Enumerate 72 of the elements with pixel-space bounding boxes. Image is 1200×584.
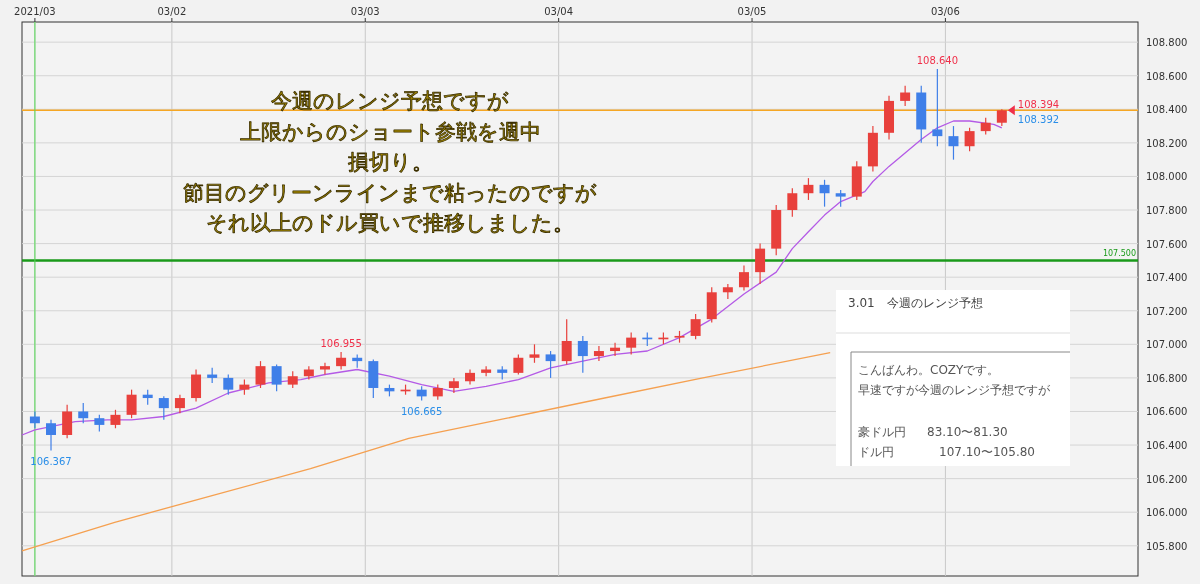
candlestick	[529, 343, 540, 364]
y-tick-label: 108.200	[1146, 137, 1188, 149]
card: 3.01 今週のレンジ予想 こんばんわ。COZYです。 早速ですが今週のレンジ予想ですが 豪ドル円 83.10〜81.30 ドル円 107.10〜105.80	[835, 290, 1071, 467]
ref-line-label: 107.500	[1102, 249, 1136, 259]
candlestick	[271, 363, 282, 392]
candlestick	[900, 85, 911, 107]
x-tick-label: 03/06	[931, 6, 960, 17]
candlestick	[46, 419, 56, 452]
y-tick-label: 106.800	[1146, 372, 1188, 384]
annotation: 上限からのショート参戦を週中	[239, 119, 541, 144]
candlestick	[174, 394, 185, 414]
candlestick	[255, 360, 266, 389]
candlestick	[223, 373, 234, 396]
candlestick	[545, 350, 556, 379]
line-series	[21, 352, 831, 552]
annotation: 108.394	[1017, 99, 1060, 111]
candlestick	[336, 351, 347, 371]
annotation: 108.392	[1017, 113, 1060, 125]
candlestick	[29, 410, 40, 429]
candlestick	[593, 345, 604, 362]
y-tick-label: 106.000	[1146, 507, 1188, 519]
candlestick	[722, 283, 733, 300]
annotation: 108.640	[916, 55, 959, 67]
annotation: こんばんわ。COZYです。	[858, 363, 1000, 377]
annotation: 3.01 今週のレンジ予想	[848, 296, 983, 310]
annotation: 損切り。	[347, 150, 433, 174]
x-tick-label: 2021/03	[14, 6, 56, 17]
candlestick	[964, 127, 975, 152]
annotation: 106.665	[400, 405, 443, 417]
candlestick	[690, 313, 701, 340]
y-tick-label: 108.000	[1146, 171, 1188, 183]
annotation: 今週のレンジ予想ですが	[271, 89, 509, 113]
candlestick	[787, 187, 798, 218]
x-tick-label: 03/05	[737, 6, 767, 17]
x-tick-label: 03/02	[157, 6, 187, 17]
annotation: 106.955	[320, 337, 362, 349]
y-tick-label: 108.400	[1146, 104, 1188, 116]
y-tick-label: 105.800	[1146, 540, 1188, 552]
candlestick	[158, 395, 169, 421]
annotation: 早速ですが今週のレンジ予想ですが	[858, 383, 1051, 397]
candlestick	[819, 179, 830, 208]
x-tick-label: 03/04	[544, 6, 574, 17]
candlestick	[62, 404, 73, 439]
candlestick	[126, 389, 137, 419]
candlestick	[803, 177, 814, 201]
y-tick-label: 107.400	[1146, 272, 1188, 284]
y-tick-label: 107.800	[1146, 205, 1188, 217]
candlestick	[738, 264, 749, 292]
y-tick-label: 107.200	[1146, 305, 1188, 317]
candlestick	[191, 368, 202, 403]
annotation: 106.367	[30, 455, 72, 467]
y-tick-label: 107.000	[1146, 339, 1188, 351]
y-tick-label: 107.600	[1146, 238, 1188, 250]
candlestick	[513, 353, 524, 376]
annotation: 節目のグリーンラインまで粘ったのですが	[183, 180, 597, 205]
candlestick	[932, 68, 943, 147]
y-tick-label: 106.200	[1146, 473, 1188, 485]
candlestick	[110, 409, 121, 429]
y-tick-label: 108.800	[1146, 37, 1188, 49]
y-tick-label: 106.400	[1146, 440, 1188, 452]
candlestick	[561, 318, 572, 366]
y-tick-label: 108.600	[1146, 70, 1188, 82]
x-tick-label: 03/03	[350, 6, 380, 17]
candlestick	[755, 243, 766, 285]
annotation: それ以上のドル買いで推移しました。	[206, 211, 574, 235]
candlestick	[577, 335, 588, 374]
candlestick	[948, 125, 959, 161]
candlestick	[626, 331, 637, 355]
candlestick	[303, 365, 314, 381]
y-tick-label: 106.600	[1146, 406, 1188, 418]
candlestick	[78, 402, 89, 424]
candlestick	[319, 362, 330, 376]
